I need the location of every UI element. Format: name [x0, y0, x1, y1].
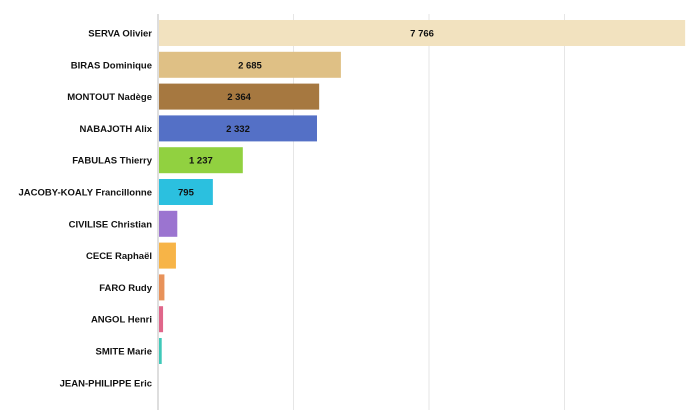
bar[interactable]: [159, 51, 341, 78]
bar[interactable]: [159, 179, 213, 205]
category-label: SERVA Olivier: [88, 29, 152, 40]
bar[interactable]: [159, 210, 178, 237]
bar[interactable]: [159, 242, 176, 269]
category-label: CIVILISE Christian: [69, 219, 153, 230]
category-label: SMITE Marie: [96, 347, 153, 358]
value-label: 2 364: [227, 92, 251, 103]
category-label: MONTOUT Nadège: [67, 92, 152, 103]
bar[interactable]: [159, 147, 243, 174]
bar[interactable]: [159, 83, 320, 110]
bar[interactable]: [159, 20, 686, 46]
category-label: JEAN-PHILIPPE Eric: [60, 378, 152, 389]
bar[interactable]: [159, 338, 162, 364]
bar[interactable]: [159, 274, 165, 301]
bars-layer: [159, 20, 686, 364]
category-label: ANGOL Henri: [91, 315, 152, 326]
value-label: 1 237: [189, 156, 213, 167]
bar[interactable]: [159, 115, 317, 142]
value-label: 7 766: [410, 29, 434, 40]
value-label: 795: [178, 188, 195, 199]
category-label: FABULAS Thierry: [72, 156, 152, 167]
labels-layer: SERVA Olivier 7 766 BIRAS Dominique 2 685 MO…: [18, 29, 434, 390]
grid-layer: [293, 14, 565, 410]
bar[interactable]: [159, 306, 164, 333]
category-label: JACOBY-KOALY Francillonne: [18, 188, 152, 199]
category-label: FARO Rudy: [99, 283, 152, 294]
category-label: BIRAS Dominique: [71, 60, 152, 71]
category-label: CECE Raphaël: [86, 251, 152, 262]
value-label: 2 685: [238, 60, 262, 71]
category-label: NABAJOTH Alix: [80, 124, 153, 135]
value-label: 2 332: [226, 124, 250, 135]
